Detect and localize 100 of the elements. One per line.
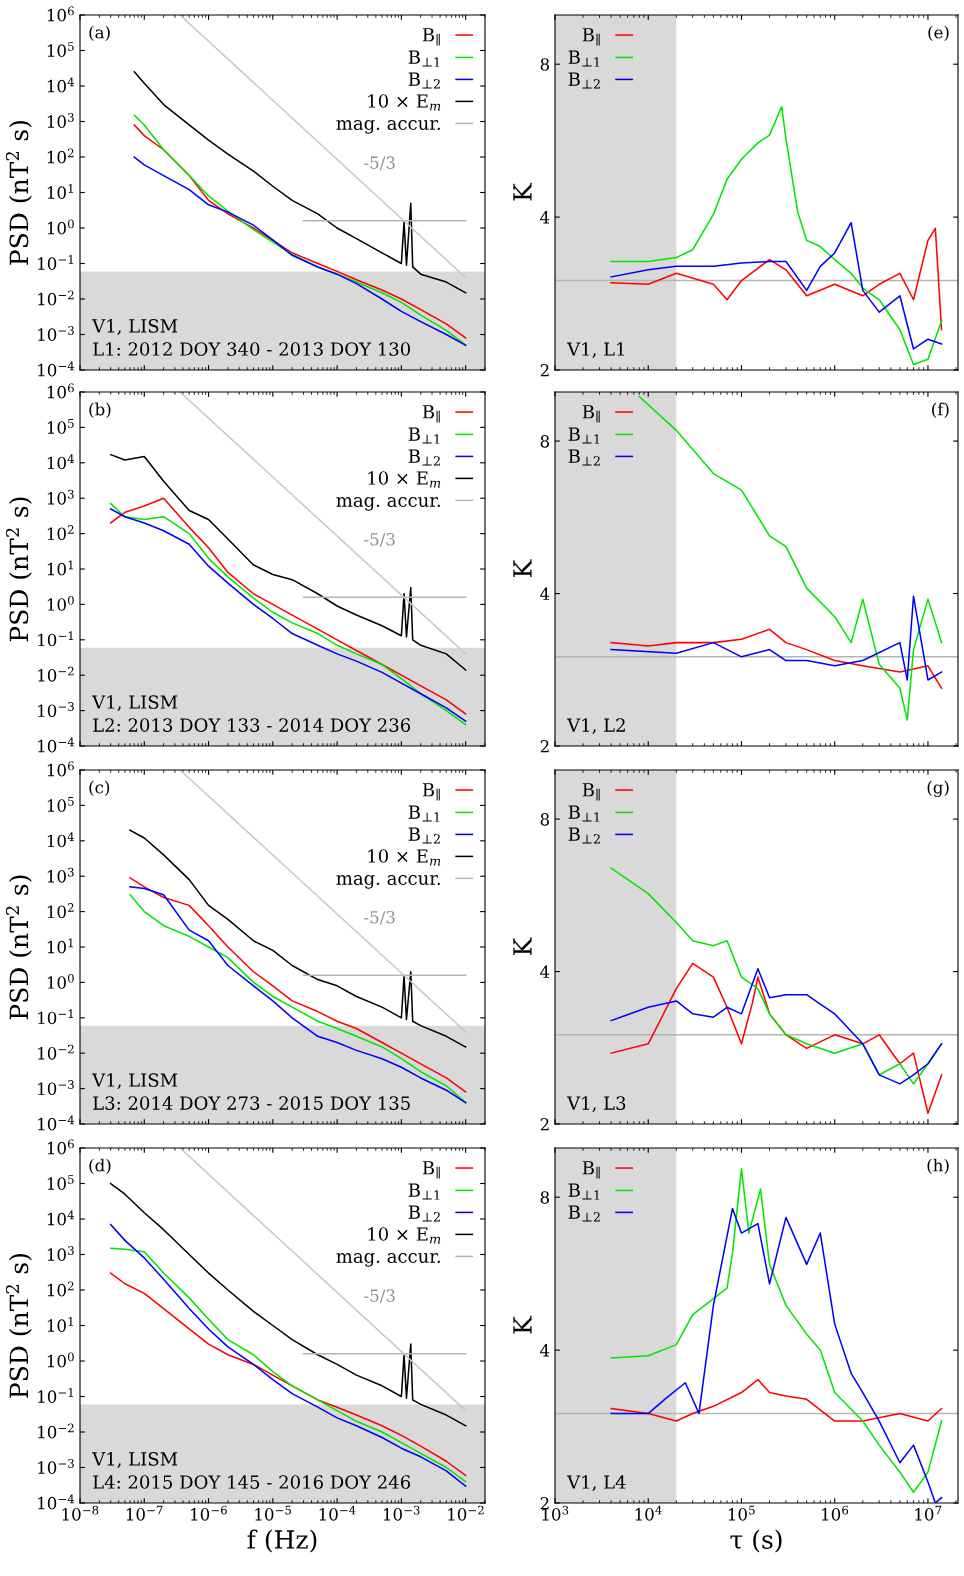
annotation: -5/3 (364, 1289, 395, 1304)
y-tick-label: 10$^{6}$ (47, 6, 74, 22)
y-tick-label: 2 (540, 1117, 549, 1131)
annotation: L2: 2013 DOY 133 - 2014 DOY 236 (93, 718, 411, 732)
y-tick-label: 10$^{4}$ (47, 77, 74, 93)
y-axis-title: PSD (nT$^{2}$ s) (5, 121, 32, 265)
y-tick-label: 10$^{−2}$ (38, 290, 74, 306)
y-tick-label: 10$^{−2}$ (38, 1044, 74, 1060)
y-tick-label: 10$^{1}$ (47, 1317, 73, 1332)
y-tick-label: 10$^{−3}$ (38, 702, 74, 718)
annotation: (g) (927, 780, 949, 797)
y-tick-label: 10$^{−1}$ (38, 1009, 74, 1025)
x-tick-label: 10$^{−5}$ (255, 1505, 291, 1521)
y-tick-label: 10$^{2}$ (47, 1281, 74, 1297)
annotation: V1, LISM (91, 1452, 178, 1468)
annotation: L3: 2014 DOY 273 - 2015 DOY 135 (93, 1096, 410, 1110)
y-tick-label: 10$^{5}$ (47, 1175, 74, 1190)
legend-label: mag. accur. (336, 1253, 440, 1267)
legend-label: B$_{∥}$ (422, 405, 440, 423)
legend-label: mag. accur. (336, 497, 440, 511)
annotation: (d) (89, 1158, 111, 1174)
y-axis-title: K (513, 937, 532, 955)
y-tick-label: 10$^{3}$ (47, 113, 74, 128)
legend-label: B$_{∥}$ (582, 783, 600, 801)
annotation: (b) (89, 402, 111, 418)
y-tick-label: 10$^{−3}$ (38, 1459, 74, 1474)
annotation: V1, LISM (91, 1073, 178, 1090)
y-tick-label: 10$^{1}$ (47, 560, 73, 576)
y-axis-title: K (513, 1315, 532, 1334)
y-tick-label: 10$^{0}$ (47, 219, 74, 235)
y-tick-label: 4 (540, 965, 550, 978)
legend-label: B$_{⊥1}$ (568, 1183, 600, 1200)
y-tick-label: 10$^{0}$ (47, 973, 74, 989)
annotation: L4: 2015 DOY 145 - 2016 DOY 246 (93, 1475, 411, 1489)
x-tick-label: 10$^{−4}$ (319, 1505, 356, 1521)
annotation: V1, L1 (566, 342, 625, 359)
y-tick-label: 10$^{0}$ (47, 595, 74, 611)
y-tick-label: 10$^{6}$ (47, 761, 74, 777)
y-tick-label: 4 (540, 211, 550, 224)
y-tick-label: 2 (540, 363, 549, 377)
legend-label: B$_{⊥1}$ (568, 805, 600, 822)
y-tick-label: 2 (540, 739, 549, 753)
y-tick-label: 10$^{−2}$ (38, 666, 74, 682)
legend-label: B$_{⊥1}$ (568, 427, 600, 444)
y-tick-label: 10$^{3}$ (47, 489, 74, 505)
x-tick-label: 10$^{−6}$ (191, 1505, 227, 1521)
y-tick-label: 10$^{−1}$ (38, 631, 74, 647)
y-axis-title: K (513, 182, 532, 201)
legend-label: 10 × E$_{m}$ (368, 94, 441, 111)
y-tick-label: 10$^{0}$ (47, 1352, 74, 1368)
y-tick-label: 8 (540, 1191, 550, 1204)
y-tick-label: 10$^{5}$ (47, 419, 74, 434)
y-tick-label: 10$^{5}$ (47, 797, 74, 812)
legend-label: B$_{⊥2}$ (408, 827, 440, 844)
legend-label: B$_{⊥1}$ (408, 427, 440, 444)
y-tick-label: 10$^{−4}$ (38, 1115, 75, 1131)
y-tick-label: 10$^{4}$ (47, 832, 74, 848)
legend-label: B$_{⊥1}$ (408, 805, 440, 822)
annotation: V1, L2 (566, 718, 625, 735)
y-tick-label: 10$^{3}$ (47, 1246, 74, 1261)
y-tick-label: 10$^{2}$ (47, 525, 74, 541)
legend-label: B$_{⊥2}$ (568, 449, 600, 466)
annotation: -5/3 (364, 910, 395, 925)
x-axis-title: f (Hz) (247, 1529, 317, 1553)
y-tick-label: 10$^{1}$ (47, 184, 73, 199)
annotation: (e) (928, 25, 949, 41)
y-axis-title: K (513, 559, 532, 577)
x-tick-label: 10$^{5}$ (728, 1505, 755, 1521)
x-tick-label: 10$^{−2}$ (448, 1505, 484, 1521)
legend-label: 10 × E$_{m}$ (368, 471, 441, 488)
y-tick-label: 10$^{1}$ (47, 938, 73, 954)
y-tick-label: 10$^{−4}$ (38, 361, 75, 377)
y-tick-label: 10$^{6}$ (47, 1139, 74, 1155)
legend-label: mag. accur. (336, 120, 440, 134)
y-tick-label: 10$^{−2}$ (38, 1423, 74, 1439)
y-tick-label: 4 (540, 587, 550, 600)
x-tick-label: 10$^{4}$ (635, 1505, 662, 1521)
annotation: V1, L3 (566, 1096, 626, 1113)
legend-label: B$_{∥}$ (422, 28, 440, 46)
legend-label: B$_{⊥2}$ (408, 72, 440, 89)
annotation: -5/3 (364, 156, 395, 171)
legend-label: 10 × E$_{m}$ (368, 849, 441, 866)
legend-label: B$_{⊥2}$ (568, 827, 600, 844)
annotation: -5/3 (364, 532, 395, 547)
y-tick-label: 10$^{2}$ (47, 903, 74, 919)
y-tick-label: 10$^{−1}$ (38, 255, 74, 270)
x-tick-label: 10$^{7}$ (915, 1505, 942, 1521)
legend-label: B$_{⊥2}$ (568, 1205, 600, 1222)
annotation: (h) (927, 1158, 949, 1174)
legend-label: B$_{⊥2}$ (408, 1205, 440, 1222)
legend-label: B$_{∥}$ (582, 1161, 600, 1179)
annotation: (c) (89, 780, 110, 796)
x-tick-label: 10$^{−3}$ (383, 1505, 420, 1521)
annotation: V1, LISM (91, 319, 178, 335)
y-tick-label: 10$^{−1}$ (38, 1388, 74, 1403)
y-tick-label: 10$^{2}$ (47, 148, 74, 164)
legend-label: B$_{⊥2}$ (568, 72, 600, 89)
y-axis-title: PSD (nT$^{2}$ s) (5, 497, 32, 642)
legend-label: B$_{⊥1}$ (408, 50, 440, 67)
y-tick-label: 10$^{−3}$ (38, 1080, 74, 1096)
